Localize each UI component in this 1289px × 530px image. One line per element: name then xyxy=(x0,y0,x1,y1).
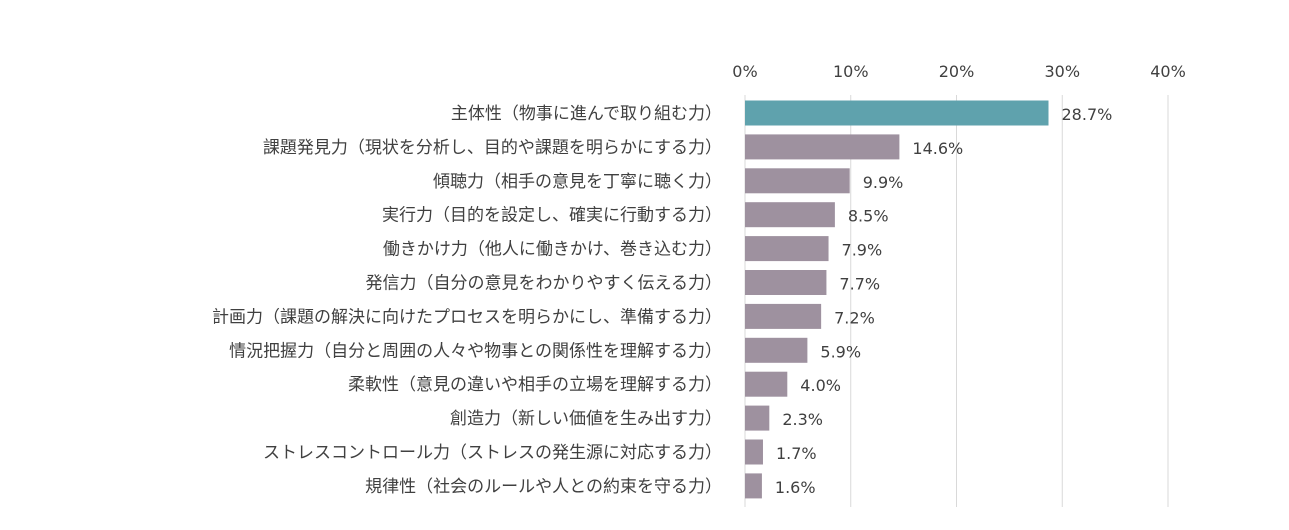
bar-9 xyxy=(745,371,788,397)
bar-3 xyxy=(745,168,850,194)
category-label-8: 情況把握力（自分と周囲の人々や物事との関係性を理解する力） xyxy=(229,341,722,361)
category-labels: 主体性（物事に進んで取り組む力） 課題発見力（現状を分析し、目的や課題を明らかにす… xyxy=(212,104,722,497)
category-label-5: 働きかけ力（他人に働きかけ、巻き込む力） xyxy=(383,240,722,260)
x-tick-label-30: 30% xyxy=(1044,62,1080,81)
bar-5 xyxy=(745,236,829,262)
category-label-3: 傾聴力（相手の意見を丁寧に聴く力） xyxy=(433,172,722,192)
data-label-10: 2.3% xyxy=(782,410,823,429)
data-label-8: 5.9% xyxy=(820,342,861,361)
bar-7 xyxy=(745,303,822,329)
category-label-4: 実行力（目的を設定し、確実に行動する力） xyxy=(382,206,722,226)
bar-8 xyxy=(745,337,808,363)
data-label-12: 1.6% xyxy=(775,478,816,497)
data-label-3: 9.9% xyxy=(863,173,904,192)
data-label-5: 7.9% xyxy=(842,241,883,260)
category-label-6: 発信力（自分の意見をわかりやすく伝える力） xyxy=(366,274,723,294)
bar-12 xyxy=(745,473,762,499)
x-tick-label-10: 10% xyxy=(833,62,869,81)
category-label-1: 主体性（物事に進んで取り組む力） xyxy=(451,104,722,124)
data-label-9: 4.0% xyxy=(800,376,841,395)
bar-2 xyxy=(745,134,900,160)
data-label-6: 7.7% xyxy=(839,275,880,294)
category-label-2: 課題発見力（現状を分析し、目的や課題を明らかにする力） xyxy=(263,138,722,158)
data-label-7: 7.2% xyxy=(834,308,875,327)
bar-4 xyxy=(745,202,835,228)
x-tick-label-0: 0% xyxy=(732,62,757,81)
bar-1 xyxy=(745,100,1049,126)
bar-11 xyxy=(745,439,763,465)
bar-6 xyxy=(745,270,827,295)
data-labels: 28.7% 14.6% 9.9% 8.5% 7.9% 7.7% 7.2% 5.9% 4.0% 2.… xyxy=(775,105,1112,497)
x-tick-label-40: 40% xyxy=(1150,62,1186,81)
data-label-4: 8.5% xyxy=(848,207,889,226)
gridlines xyxy=(744,95,1169,507)
category-label-10: 創造力（新しい価値を生み出す力） xyxy=(450,409,722,429)
category-label-11: ストレスコントロール力（ストレスの発生源に対応する力） xyxy=(263,443,722,463)
category-label-12: 規律性（社会のルールや人との約束を守る力） xyxy=(365,477,722,497)
data-label-11: 1.7% xyxy=(776,444,817,463)
bar-10 xyxy=(745,405,770,431)
bars xyxy=(745,100,1049,499)
category-label-7: 計画力（課題の解決に向けたプロセスを明らかにし、準備する力） xyxy=(212,307,722,327)
x-axis-ticks: 0% 10% 20% 30% 40% xyxy=(732,62,1185,81)
data-label-1: 28.7% xyxy=(1062,105,1113,124)
x-tick-label-20: 20% xyxy=(939,62,975,81)
data-label-2: 14.6% xyxy=(912,139,963,158)
category-label-9: 柔軟性（意見の違いや相手の立場を理解する力） xyxy=(348,375,722,395)
